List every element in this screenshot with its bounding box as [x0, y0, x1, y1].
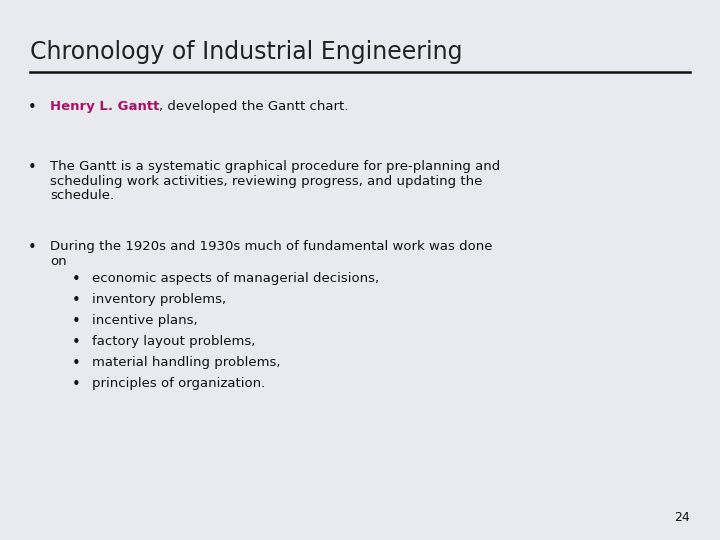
Text: inventory problems,: inventory problems,	[92, 293, 226, 306]
Text: , developed the Gantt chart.: , developed the Gantt chart.	[159, 100, 348, 113]
Text: The Gantt is a systematic graphical procedure for pre-planning and: The Gantt is a systematic graphical proc…	[50, 160, 500, 173]
Text: 24: 24	[674, 511, 690, 524]
Text: During the 1920s and 1930s much of fundamental work was done: During the 1920s and 1930s much of funda…	[50, 240, 492, 253]
Text: principles of organization.: principles of organization.	[92, 377, 265, 390]
Text: scheduling work activities, reviewing progress, and updating the: scheduling work activities, reviewing pr…	[50, 175, 482, 188]
Text: •: •	[72, 377, 81, 392]
Text: •: •	[72, 335, 81, 350]
Text: economic aspects of managerial decisions,: economic aspects of managerial decisions…	[92, 272, 379, 285]
Text: material handling problems,: material handling problems,	[92, 356, 281, 369]
Text: •: •	[28, 240, 37, 255]
Text: •: •	[28, 100, 37, 115]
Text: •: •	[72, 314, 81, 329]
Text: factory layout problems,: factory layout problems,	[92, 335, 256, 348]
Text: Chronology of Industrial Engineering: Chronology of Industrial Engineering	[30, 40, 462, 64]
Text: •: •	[72, 272, 81, 287]
Text: •: •	[72, 356, 81, 371]
Text: •: •	[28, 160, 37, 175]
Text: •: •	[72, 293, 81, 308]
Text: incentive plans,: incentive plans,	[92, 314, 197, 327]
Text: on: on	[50, 255, 67, 268]
Text: Henry L. Gantt: Henry L. Gantt	[50, 100, 159, 113]
Text: schedule.: schedule.	[50, 190, 114, 202]
